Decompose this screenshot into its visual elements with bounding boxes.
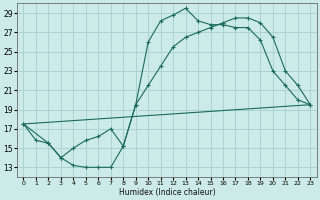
X-axis label: Humidex (Indice chaleur): Humidex (Indice chaleur) [119, 188, 215, 197]
